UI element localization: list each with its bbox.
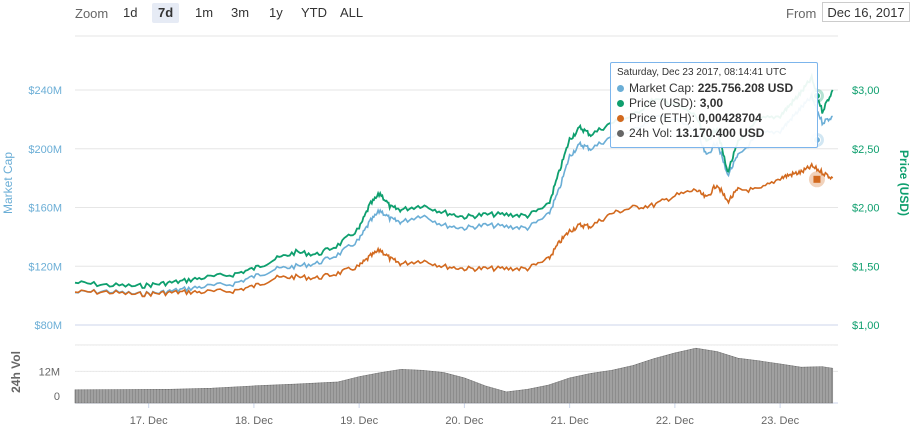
volume-dot-icon bbox=[617, 130, 624, 138]
right-tick-label: $2,50 bbox=[852, 144, 880, 156]
price-eth-line bbox=[74, 161, 834, 298]
volume-tick-label: 0 bbox=[54, 391, 60, 403]
zoom-1y-button[interactable]: 1y bbox=[269, 5, 283, 20]
right-tick-label: $3,00 bbox=[852, 85, 880, 97]
x-tick-label: 17. Dec bbox=[130, 415, 168, 427]
volume-axis-title: 24h Vol bbox=[9, 351, 23, 393]
price-eth-dot-icon bbox=[617, 115, 624, 123]
tooltip-value: 3,00 bbox=[699, 96, 724, 110]
zoom-ytd-button[interactable]: YTD bbox=[301, 5, 327, 20]
left-tick-label: $200M bbox=[28, 144, 62, 156]
right-tick-label: $1,50 bbox=[852, 261, 880, 273]
tooltip-label: Price (USD): bbox=[629, 96, 697, 110]
right-tick-label: $2,00 bbox=[852, 203, 880, 215]
tooltip-row-market-cap: Market Cap: 225.756.208 USD bbox=[617, 81, 811, 96]
tooltip-value: 225.756.208 USD bbox=[697, 81, 794, 95]
tooltip-value: 13.170.400 USD bbox=[675, 126, 765, 140]
tooltip-label: 24h Vol: bbox=[629, 126, 673, 140]
x-tick-label: 22. Dec bbox=[656, 415, 694, 427]
tooltip-row-price-eth: Price (ETH): 0,00428704 bbox=[617, 111, 811, 126]
tooltip-row-price-usd: Price (USD): 3,00 bbox=[617, 96, 811, 111]
volume-layer bbox=[74, 345, 834, 404]
from-label: From bbox=[786, 6, 817, 21]
zoom-3m-button[interactable]: 3m bbox=[231, 5, 250, 20]
market-cap-dot-icon bbox=[617, 85, 624, 93]
tooltip-label: Price (ETH): bbox=[629, 111, 695, 125]
tooltip-header: Saturday, Dec 23 2017, 08:14:41 UTC bbox=[617, 67, 787, 78]
volume-tick-label: 12M bbox=[39, 366, 60, 378]
zoom-1d-button[interactable]: 1d bbox=[123, 5, 138, 20]
market-cap-line bbox=[74, 92, 833, 298]
x-tick-label: 23. Dec bbox=[761, 415, 799, 427]
x-tick-label: 18. Dec bbox=[235, 415, 273, 427]
x-tick-label: 21. Dec bbox=[551, 415, 589, 427]
price-eth-hover-point bbox=[813, 175, 821, 183]
zoom-all-button[interactable]: ALL bbox=[340, 5, 364, 20]
toolbar: Zoom 1d 7d 1m 3m 1y YTD ALL From Dec 16,… bbox=[0, 0, 920, 30]
tooltip-label: Market Cap: bbox=[629, 81, 695, 95]
left-tick-label: $160M bbox=[28, 203, 62, 215]
zoom-7d-button[interactable]: 7d bbox=[152, 3, 180, 23]
tooltip-row-volume: 24h Vol: 13.170.400 USD bbox=[617, 126, 811, 141]
price-usd-dot-icon bbox=[617, 100, 624, 108]
left-tick-label: $120M bbox=[28, 261, 62, 273]
left-tick-label: $240M bbox=[28, 85, 62, 97]
x-tick-label: 20. Dec bbox=[445, 415, 483, 427]
zoom-label: Zoom bbox=[75, 6, 109, 21]
from-date-input[interactable]: Dec 16, 2017 bbox=[822, 2, 910, 22]
axis-layer: $80M $120M $160M $200M $240M $1,00 $1,50 $2,00 $… bbox=[1, 85, 911, 427]
right-tick-label: $1,00 bbox=[852, 320, 880, 332]
left-tick-label: $80M bbox=[34, 320, 62, 332]
tooltip-value: 0,00428704 bbox=[698, 111, 762, 125]
tooltip: Saturday, Dec 23 2017, 08:14:41 UTC Mark… bbox=[610, 62, 818, 148]
left-axis-title: Market Cap bbox=[1, 152, 15, 214]
right-axis-title: Price (USD) bbox=[897, 150, 911, 216]
zoom-1m-button[interactable]: 1m bbox=[195, 5, 214, 20]
x-tick-label: 19. Dec bbox=[340, 415, 378, 427]
